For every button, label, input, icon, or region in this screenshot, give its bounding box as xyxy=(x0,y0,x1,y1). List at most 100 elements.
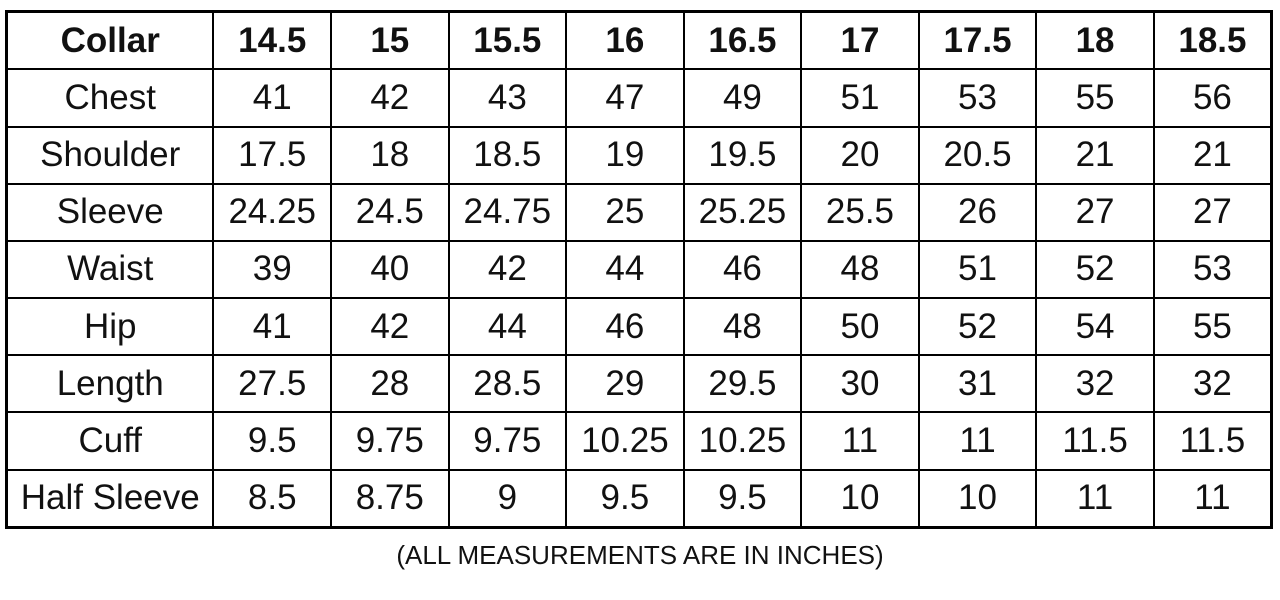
measurement-cell: 50 xyxy=(800,297,920,357)
measurement-cell: 11.5 xyxy=(1035,411,1155,471)
header-cell-size: 18.5 xyxy=(1152,10,1273,71)
table-row-waist: Waist 39 40 42 44 46 48 51 52 53 xyxy=(5,239,1273,300)
row-label: Shoulder xyxy=(5,125,215,185)
table-row-length: Length 27.5 28 28.5 29 29.5 30 31 32 32 xyxy=(5,354,1273,414)
table-row-cuff: Cuff 9.5 9.75 9.75 10.25 10.25 11 11 11.… xyxy=(5,411,1273,471)
measurement-cell: 46 xyxy=(682,239,803,300)
measurement-cell: 21 xyxy=(1035,125,1155,185)
measurement-cell: 25.5 xyxy=(800,182,920,242)
measurement-cell: 42 xyxy=(330,68,450,128)
row-label: Length xyxy=(5,354,215,414)
measurement-cell: 27 xyxy=(1035,182,1155,242)
measurement-cell: 25.25 xyxy=(682,182,803,242)
measurement-cell: 39 xyxy=(212,239,333,300)
measurement-cell: 29.5 xyxy=(682,354,803,414)
measurement-cell: 9.5 xyxy=(682,468,803,529)
measurement-cell: 11.5 xyxy=(1152,411,1273,471)
measurement-cell: 51 xyxy=(917,239,1038,300)
measurement-cell: 10.25 xyxy=(565,411,685,471)
measurement-cell: 10 xyxy=(800,468,920,529)
measurement-cell: 24.75 xyxy=(447,182,568,242)
measurement-cell: 26 xyxy=(917,182,1038,242)
measurement-cell: 21 xyxy=(1152,125,1273,185)
measurement-cell: 27.5 xyxy=(212,354,333,414)
measurement-cell: 24.5 xyxy=(330,182,450,242)
header-cell-size: 16 xyxy=(565,10,685,71)
measurement-cell: 11 xyxy=(1152,468,1273,529)
measurement-cell: 29 xyxy=(565,354,685,414)
measurement-cell: 42 xyxy=(330,297,450,357)
measurement-cell: 11 xyxy=(917,411,1038,471)
measurement-cell: 9.75 xyxy=(447,411,568,471)
header-row: Collar 14.5 15 15.5 16 16.5 17 17.5 18 1… xyxy=(5,10,1273,71)
header-cell-size: 14.5 xyxy=(212,10,333,71)
size-chart-table: Collar 14.5 15 15.5 16 16.5 17 17.5 18 1… xyxy=(5,10,1273,529)
measurement-cell: 28.5 xyxy=(447,354,568,414)
measurement-cell: 53 xyxy=(917,68,1038,128)
measurement-cell: 25 xyxy=(565,182,685,242)
row-label: Hip xyxy=(5,297,215,357)
measurement-cell: 9 xyxy=(447,468,568,529)
measurement-cell: 42 xyxy=(447,239,568,300)
measurement-cell: 11 xyxy=(1035,468,1155,529)
measurement-cell: 11 xyxy=(800,411,920,471)
measurement-cell: 19.5 xyxy=(682,125,803,185)
measurement-cell: 10 xyxy=(917,468,1038,529)
table-row-chest: Chest 41 42 43 47 49 51 53 55 56 xyxy=(5,68,1273,128)
measurement-cell: 31 xyxy=(917,354,1038,414)
measurement-cell: 52 xyxy=(917,297,1038,357)
measurement-cell: 9.5 xyxy=(565,468,685,529)
header-cell-size: 17 xyxy=(800,10,920,71)
measurement-cell: 44 xyxy=(565,239,685,300)
measurement-cell: 52 xyxy=(1035,239,1155,300)
measurement-cell: 49 xyxy=(682,68,803,128)
measurement-cell: 46 xyxy=(565,297,685,357)
measurement-cell: 19 xyxy=(565,125,685,185)
row-label: Half Sleeve xyxy=(5,468,215,529)
measurement-cell: 48 xyxy=(682,297,803,357)
measurement-cell: 8.5 xyxy=(212,468,333,529)
measurement-cell: 18.5 xyxy=(447,125,568,185)
header-cell-size: 15.5 xyxy=(447,10,568,71)
header-cell-collar: Collar xyxy=(5,10,215,71)
measurement-cell: 43 xyxy=(447,68,568,128)
measurement-cell: 54 xyxy=(1035,297,1155,357)
measurement-cell: 9.75 xyxy=(330,411,450,471)
measurement-cell: 10.25 xyxy=(682,411,803,471)
measurement-cell: 41 xyxy=(212,297,333,357)
measurement-cell: 56 xyxy=(1152,68,1273,128)
measurement-cell: 53 xyxy=(1152,239,1273,300)
table-row-sleeve: Sleeve 24.25 24.5 24.75 25 25.25 25.5 26… xyxy=(5,182,1273,242)
measurements-note: (ALL MEASUREMENTS ARE IN INCHES) xyxy=(396,540,884,570)
measurement-cell: 9.5 xyxy=(212,411,333,471)
measurement-cell: 20.5 xyxy=(917,125,1038,185)
measurement-cell: 20 xyxy=(800,125,920,185)
measurement-cell: 51 xyxy=(800,68,920,128)
measurement-cell: 44 xyxy=(447,297,568,357)
table-row-hip: Hip 41 42 44 46 48 50 52 54 55 xyxy=(5,297,1273,357)
header-cell-size: 16.5 xyxy=(682,10,803,71)
table-row-half-sleeve: Half Sleeve 8.5 8.75 9 9.5 9.5 10 10 11 … xyxy=(5,468,1273,529)
row-label: Waist xyxy=(5,239,215,300)
measurement-cell: 47 xyxy=(565,68,685,128)
measurement-cell: 32 xyxy=(1035,354,1155,414)
measurement-cell: 40 xyxy=(330,239,450,300)
measurement-cell: 48 xyxy=(800,239,920,300)
header-cell-size: 18 xyxy=(1035,10,1155,71)
measurement-cell: 30 xyxy=(800,354,920,414)
measurement-cell: 18 xyxy=(330,125,450,185)
row-label: Chest xyxy=(5,68,215,128)
measurement-cell: 55 xyxy=(1152,297,1273,357)
measurement-cell: 32 xyxy=(1152,354,1273,414)
measurement-cell: 41 xyxy=(212,68,333,128)
header-cell-size: 17.5 xyxy=(917,10,1038,71)
row-label: Cuff xyxy=(5,411,215,471)
header-cell-size: 15 xyxy=(330,10,450,71)
row-label: Sleeve xyxy=(5,182,215,242)
measurement-cell: 8.75 xyxy=(330,468,450,529)
measurement-cell: 55 xyxy=(1035,68,1155,128)
measurement-cell: 27 xyxy=(1152,182,1273,242)
measurement-cell: 24.25 xyxy=(212,182,333,242)
measurement-cell: 17.5 xyxy=(212,125,333,185)
table-row-shoulder: Shoulder 17.5 18 18.5 19 19.5 20 20.5 21… xyxy=(5,125,1273,185)
